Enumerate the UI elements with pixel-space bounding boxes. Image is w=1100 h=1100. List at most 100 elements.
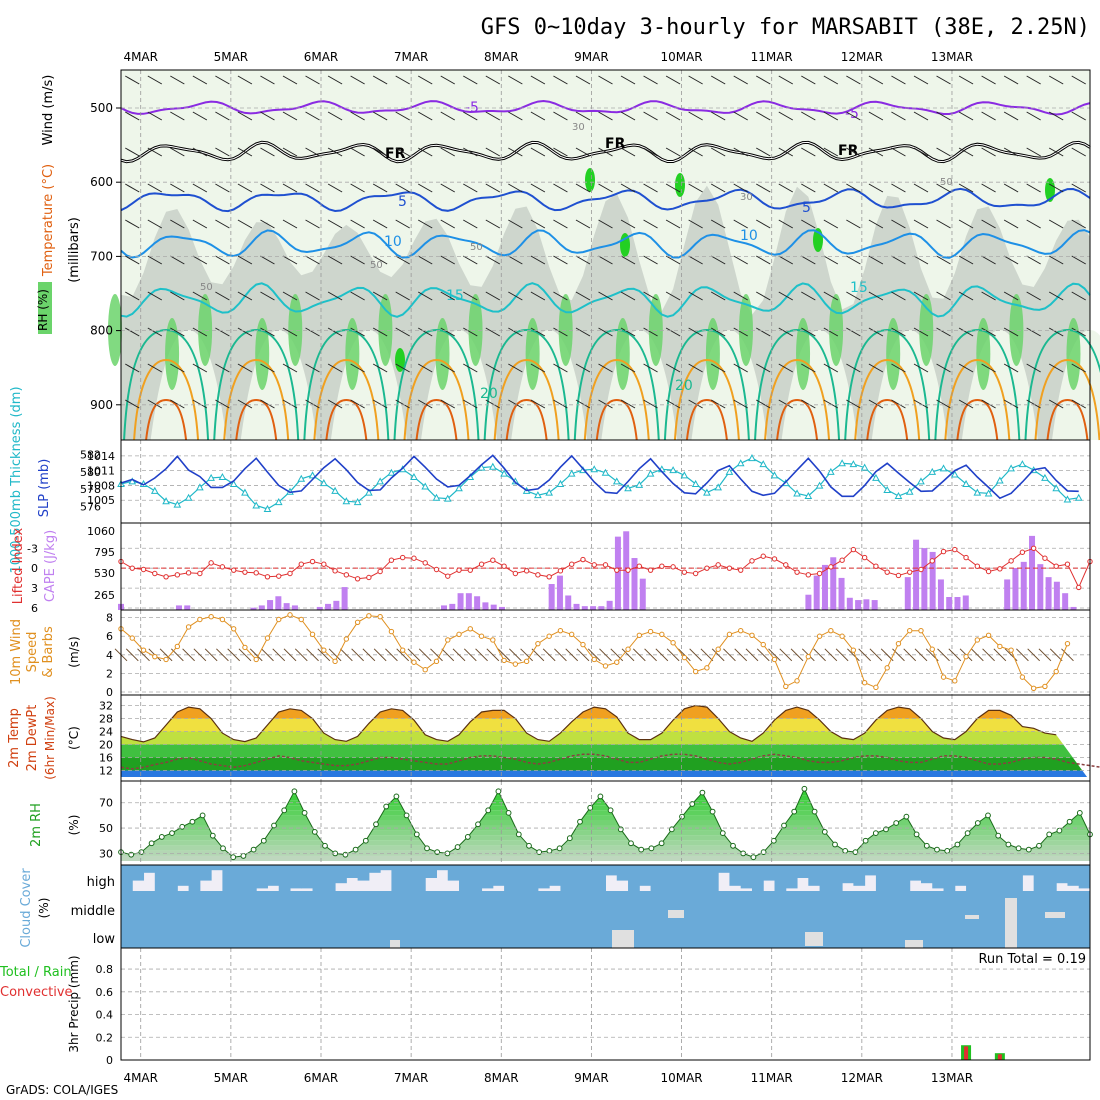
cloud-bar-middle	[695, 891, 708, 921]
wind-barb	[395, 183, 410, 193]
rh-point	[485, 807, 492, 814]
wind-barb	[846, 219, 861, 229]
li-point	[546, 574, 552, 580]
rh-moist-plume	[108, 294, 122, 366]
rh-point	[832, 841, 838, 848]
cloud-bar-high	[1067, 865, 1080, 886]
cloud-bar-low	[1078, 921, 1091, 948]
rh-point	[944, 847, 951, 854]
rh-point	[260, 837, 267, 844]
wind-speed-point	[535, 640, 541, 647]
wind-barb	[530, 363, 546, 373]
wind-barb	[869, 648, 883, 662]
rh-band	[121, 820, 1090, 826]
cloud-bar-low	[887, 921, 899, 948]
thickness-point	[534, 491, 542, 499]
wind-axis-label-3: & Barbs	[41, 626, 56, 678]
temp-contour-30	[505, 398, 548, 441]
wind-speed-point	[997, 643, 1003, 650]
wind-barb	[350, 147, 365, 157]
temp-contour-5	[120, 187, 1091, 213]
wind-barb	[553, 219, 568, 229]
cloud-bar-high	[977, 865, 990, 891]
wind-barb	[710, 399, 726, 409]
wind-barb	[170, 219, 185, 229]
cape-bar	[1029, 535, 1036, 610]
wind-barb	[385, 648, 398, 662]
wind-barb	[643, 75, 658, 85]
date-label-top: 4MAR	[123, 50, 158, 64]
cape-tick-label: 795	[94, 546, 115, 559]
li-point	[366, 574, 372, 581]
wind-barb	[395, 291, 410, 301]
li-point	[704, 565, 710, 571]
cloud-bar-high	[830, 865, 843, 891]
wind-speed-point	[129, 635, 135, 641]
wind-barb	[891, 219, 906, 229]
li-point	[208, 560, 214, 566]
wind-barb	[598, 75, 613, 85]
wind-barb	[237, 147, 253, 157]
cloud-bar-middle	[526, 891, 539, 921]
wind-barb	[575, 291, 591, 301]
cloud-bar-middle	[616, 891, 629, 921]
cloud-bar-middle	[751, 891, 764, 921]
wind-barb	[711, 648, 725, 662]
wind-barb	[688, 399, 703, 409]
wind-barb	[575, 183, 591, 193]
contour-label: 20	[675, 378, 693, 394]
wind-barb	[327, 255, 343, 265]
wind-barb	[282, 219, 298, 229]
cloud-bar-high	[853, 865, 866, 886]
rh-max-cell	[675, 173, 685, 197]
cloud-bar-middle	[582, 891, 595, 921]
wind-barb	[237, 219, 253, 229]
thickness-point	[725, 467, 734, 475]
wind-barb	[170, 327, 185, 337]
dewpoint-line	[120, 753, 1100, 770]
wind-barb	[891, 291, 906, 301]
cloud-bar-high	[661, 865, 674, 891]
cloud-bar-middle	[515, 891, 528, 921]
wind-barb	[666, 648, 680, 662]
wind-barb	[755, 75, 771, 85]
wind-barb	[339, 648, 353, 662]
rh-max-cell	[1045, 178, 1055, 202]
pressure-tick-label: 600	[90, 175, 113, 189]
li-point	[1030, 545, 1037, 551]
wind-barb	[305, 75, 320, 85]
wind-barb	[530, 327, 546, 337]
rh-point	[668, 826, 675, 833]
wind-barb	[1003, 183, 1019, 193]
slp-tick-label: 1011	[87, 465, 115, 478]
cloud-bar-high	[1056, 865, 1068, 884]
cloud-bar-middle	[842, 891, 854, 921]
wind-barb	[790, 648, 804, 662]
cape-bar	[548, 584, 555, 610]
wind-barb	[778, 255, 794, 265]
wind-barb	[1026, 147, 1041, 157]
rh-point	[872, 830, 879, 837]
wind-barb	[327, 147, 343, 157]
cloud-bar-high	[256, 865, 268, 889]
wind-barb	[192, 327, 208, 337]
wind-barb	[327, 327, 343, 337]
wind-barb	[125, 327, 140, 337]
wind-barb	[587, 648, 601, 662]
cloud-bar-low	[368, 921, 381, 948]
cape-bar	[267, 600, 274, 610]
cloud-bar-low	[673, 921, 685, 948]
thickness-tick-label: 582	[80, 449, 101, 462]
temp-contour-30	[595, 398, 638, 441]
wind-barb	[936, 255, 951, 265]
thickness-point	[1007, 464, 1015, 472]
cape-bar	[1053, 581, 1060, 610]
wind-barb	[305, 255, 320, 265]
temp-tick-label: 32	[99, 700, 113, 713]
wind-barb	[463, 255, 478, 265]
cloud-bar-high	[988, 865, 1001, 891]
date-label-bottom: 10MAR	[660, 1071, 702, 1085]
wind-speed-point	[580, 641, 586, 648]
precip-tick-label: 0.4	[96, 1009, 114, 1022]
wind-barb	[170, 111, 185, 121]
